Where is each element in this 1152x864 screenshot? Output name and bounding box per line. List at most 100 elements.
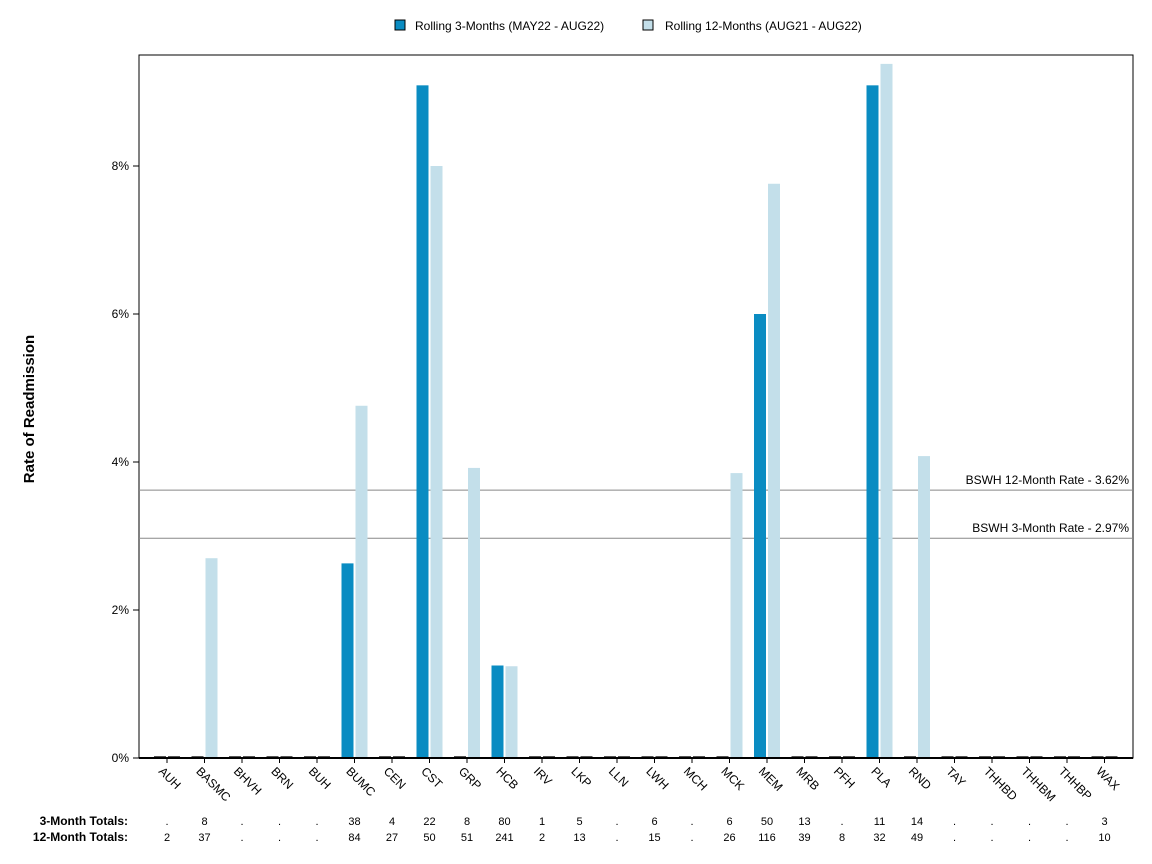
totals-cell: . [240,816,243,828]
x-tick-label: PFH [831,764,858,791]
x-tick-label: BUMC [343,764,378,799]
x-tick-label: CST [418,764,445,791]
totals-cell: . [990,816,993,828]
bar [880,63,893,758]
totals-cell: 27 [386,832,398,844]
x-tick-label: PLA [868,764,894,790]
totals-cell: . [315,816,318,828]
totals-cell: 241 [495,832,513,844]
totals-cell: . [278,832,281,844]
totals-cell: 14 [911,816,923,828]
totals-cell: . [990,832,993,844]
x-tick-label: MCH [681,764,710,793]
totals-cell: 116 [758,832,776,844]
bar [768,183,780,758]
totals-cell: 2 [539,832,545,844]
totals-cell: 39 [798,832,810,844]
totals-cell: 10 [1098,832,1110,844]
bar [491,665,504,758]
y-tick-label: 0% [112,751,130,765]
totals-cell: 50 [761,816,773,828]
totals-cell: 6 [651,816,657,828]
y-axis-title: Rate of Readmission [21,335,38,483]
bar [205,558,218,758]
totals-cell: . [1028,816,1031,828]
totals-cell: . [1065,816,1068,828]
totals-cell: . [278,816,281,828]
totals-cell: . [1065,832,1068,844]
legend-swatch-3-month [394,19,406,31]
totals-cell: 13 [798,816,810,828]
bar [505,666,518,758]
totals-cell: 49 [911,832,923,844]
plot-frame [138,54,1134,759]
totals-cell: . [615,832,618,844]
totals-cell: 8 [464,816,470,828]
x-tick-label: MRB [793,764,822,793]
x-tick-label: TAY [943,764,968,789]
totals-cell: 50 [423,832,435,844]
x-tick-label: THHBD [981,764,1020,803]
plot-area: 0% 2% 4% 6% 8% BSWH 12-Month Rate - 3.62% BSWH… [112,54,1134,805]
x-tick-label: RND [906,764,935,793]
totals-cell: 11 [874,816,885,828]
totals-cell: 51 [461,832,473,844]
totals-label-12-month: 12-Month Totals: [33,830,128,844]
totals-cell: 37 [198,832,210,844]
totals-cell: 4 [389,816,395,828]
x-tick-label: IRV [531,764,555,788]
bar [730,473,743,758]
x-tick-label: BASMC [193,764,233,804]
totals-cell: 8 [201,816,207,828]
x-tick-label: THHBP [1056,764,1095,803]
x-tick-label: LKP [568,764,594,790]
totals-label-3-month: 3-Month Totals: [40,814,128,828]
totals-cell: . [953,816,956,828]
totals-cell: 32 [873,832,885,844]
x-tick-label: MEM [756,764,786,794]
totals-table: . 8... 38 4 22 8 80 1 5. 6. 6 50 13. 11 14.... 32 37... 8… [164,816,1111,844]
totals-cell: . [165,816,168,828]
totals-cell: 6 [726,816,732,828]
totals-cell: 3 [1101,816,1107,828]
totals-cell: . [615,816,618,828]
totals-cell: 80 [498,816,510,828]
totals-cell: 5 [576,816,582,828]
x-tick-label: BHVH [231,764,264,797]
reference-line-label: BSWH 12-Month Rate - 3.62% [966,473,1130,487]
x-tick-label: BUH [306,764,334,792]
totals-cell: . [240,832,243,844]
x-tick-label: LLN [606,764,631,789]
reference-line-label: BSWH 3-Month Rate - 2.97% [972,521,1129,535]
x-tick-label: CEN [381,764,409,792]
legend-label-12-month: Rolling 12-Months (AUG21 - AUG22) [665,19,862,33]
bar [754,314,766,758]
totals-cell: 8 [839,832,845,844]
x-tick-label: WAX [1093,764,1122,793]
x-tick-label: MCK [718,764,747,793]
bar [355,405,368,758]
totals-cell: 22 [423,816,435,828]
totals-cell: 38 [348,816,360,828]
y-tick-label: 8% [112,159,130,173]
x-tick-label: AUH [156,764,184,792]
x-tick-label: BRN [268,764,296,792]
totals-cell: . [1028,832,1031,844]
x-tick-label: GRP [456,764,484,792]
totals-cell: . [690,816,693,828]
legend-label-3-month: Rolling 3-Months (MAY22 - AUG22) [415,19,604,33]
x-tick-label: THHBM [1018,764,1058,804]
bar [918,456,930,758]
bar [430,166,443,758]
totals-cell: . [840,816,843,828]
totals-cell: . [690,832,693,844]
x-tick-label: LWH [643,764,671,792]
totals-cell: 15 [648,832,660,844]
totals-cell: . [953,832,956,844]
legend-swatch-12-month [642,19,654,31]
totals-cell: 26 [723,832,735,844]
totals-cell: 1 [539,816,545,828]
y-tick-label: 4% [112,455,130,469]
y-tick-label: 2% [112,603,130,617]
